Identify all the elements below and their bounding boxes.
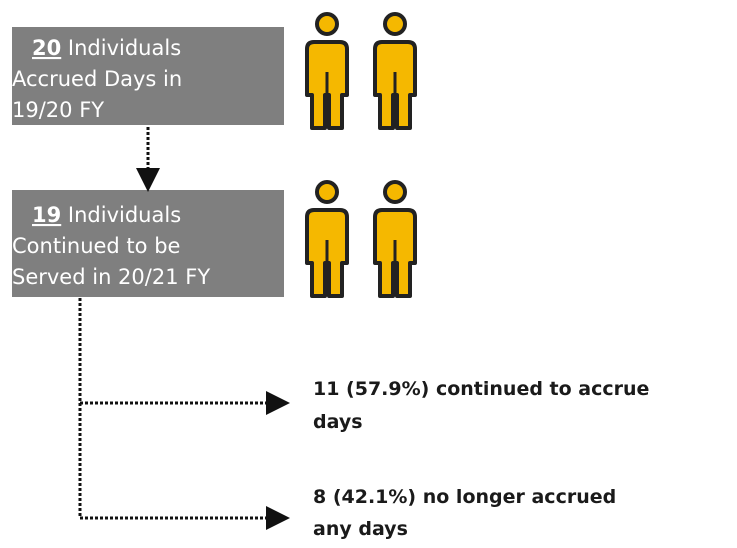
box [12, 190, 284, 297]
outcome-text: any days [313, 518, 408, 540]
person-icon [305, 12, 349, 130]
box-text: Accrued Days in [12, 67, 182, 91]
box [12, 27, 284, 125]
outcome-text: days [313, 411, 363, 433]
box-text: Served in 20/21 FY [12, 265, 210, 289]
person-icon [373, 12, 417, 130]
outcome-text: 8 (42.1%) no longer accrued [313, 486, 616, 508]
box-text: 19 Individuals [32, 203, 181, 227]
outcome-text: 11 (57.9%) continued to accrue [313, 378, 649, 400]
person-icon [373, 180, 417, 298]
person-icon [305, 180, 349, 298]
box-text: Continued to be [12, 234, 180, 258]
arrow [78, 298, 290, 530]
box-text: 19/20 FY [12, 98, 104, 122]
box-text: 20 Individuals [32, 36, 181, 60]
